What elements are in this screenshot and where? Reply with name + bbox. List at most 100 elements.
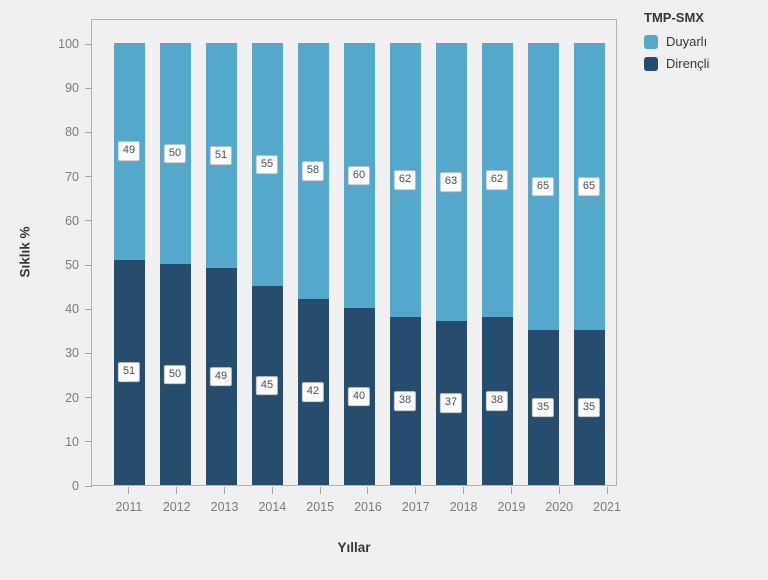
legend-item-duyarlı[interactable]: Duyarlı xyxy=(644,34,709,49)
segment-duyarlı-2011[interactable]: 49 xyxy=(113,43,145,260)
bar-2013[interactable]: 51 49 xyxy=(205,43,237,485)
x-tick-mark xyxy=(176,487,178,494)
segment-dirençli-2017[interactable]: 38 xyxy=(389,317,421,485)
segment-dirençli-2020[interactable]: 35 xyxy=(527,330,559,485)
bar-2021[interactable]: 65 35 xyxy=(573,43,605,485)
segment-duyarlı-2013[interactable]: 51 xyxy=(205,43,237,269)
y-tick-label: 80 xyxy=(65,125,79,140)
legend-swatch-icon xyxy=(644,56,658,71)
segment-dirençli-2016[interactable]: 40 xyxy=(343,308,375,485)
legend-item-label: Dirençli xyxy=(666,56,710,71)
legend: TMP-SMX Duyarlı Dirençli xyxy=(644,10,709,78)
y-tick-label: 50 xyxy=(65,258,79,272)
legend-item-dirençli[interactable]: Dirençli xyxy=(644,56,709,71)
segment-dirençli-2013[interactable]: 49 xyxy=(205,268,237,485)
bar-value-label: 65 xyxy=(531,176,555,197)
x-tick-mark xyxy=(271,487,273,494)
x-tick-2021: 2021 xyxy=(583,487,631,514)
y-tick-100: 100 xyxy=(38,36,92,52)
x-tick-2020: 2020 xyxy=(535,487,583,514)
bar-value-label: 38 xyxy=(393,391,417,411)
x-tick-mark xyxy=(319,487,321,494)
x-axis: 2011 2012 2013 2014 2015 2016 2017 2018 2019 2020… xyxy=(91,487,635,514)
y-tick-70: 70 xyxy=(38,169,92,185)
x-tick-label: 2017 xyxy=(401,500,430,514)
segment-dirençli-2012[interactable]: 50 xyxy=(159,264,191,485)
bar-value-label: 55 xyxy=(255,154,279,175)
bar-slot-2011: 49 51 xyxy=(106,43,152,485)
y-tick-0: 0 xyxy=(38,478,92,494)
x-tick-2015: 2015 xyxy=(296,487,344,514)
segment-duyarlı-2019[interactable]: 62 xyxy=(481,43,513,318)
bar-value-label: 49 xyxy=(209,366,233,387)
bar-2018[interactable]: 63 37 xyxy=(435,43,467,485)
x-tick-label: 2020 xyxy=(545,500,574,514)
legend-items: Duyarlı Dirençli xyxy=(644,34,709,71)
bar-value-label: 50 xyxy=(163,143,187,164)
x-tick-mark xyxy=(510,487,512,494)
bar-value-label: 62 xyxy=(393,170,417,190)
y-tick-50: 50 xyxy=(38,257,92,273)
bar-slot-2017: 62 38 xyxy=(382,43,428,485)
x-tick-label: 2018 xyxy=(449,500,478,514)
x-tick-2011: 2011 xyxy=(105,487,153,514)
x-tick-mark xyxy=(224,487,226,494)
x-tick-label: 2021 xyxy=(593,500,621,514)
bar-value-label: 49 xyxy=(117,141,141,162)
bar-slot-2013: 51 49 xyxy=(198,43,244,485)
segment-duyarlı-2016[interactable]: 60 xyxy=(343,43,375,309)
bar-2015[interactable]: 58 42 xyxy=(297,43,329,485)
bar-value-label: 63 xyxy=(439,172,463,193)
bar-slot-2021: 65 35 xyxy=(566,43,612,485)
segment-duyarlı-2020[interactable]: 65 xyxy=(527,43,559,331)
segment-dirençli-2018[interactable]: 37 xyxy=(435,321,467,485)
segment-duyarlı-2014[interactable]: 55 xyxy=(251,43,283,287)
y-tick-mark xyxy=(85,220,92,222)
y-tick-20: 20 xyxy=(38,390,92,406)
y-tick-label: 100 xyxy=(58,37,79,51)
y-tick-mark xyxy=(85,397,92,399)
x-tick-2014: 2014 xyxy=(248,487,296,514)
bar-slot-2012: 50 50 xyxy=(152,43,198,485)
segment-duyarlı-2017[interactable]: 62 xyxy=(389,43,421,318)
segment-duyarlı-2021[interactable]: 65 xyxy=(573,43,605,331)
segment-dirençli-2021[interactable]: 35 xyxy=(573,330,605,485)
legend-title: TMP-SMX xyxy=(644,10,704,25)
x-axis-title: Yıllar xyxy=(337,540,371,555)
y-tick-30: 30 xyxy=(38,345,92,361)
bar-slot-2016: 60 40 xyxy=(336,43,382,485)
bar-value-label: 37 xyxy=(439,393,463,414)
bar-2020[interactable]: 65 35 xyxy=(527,43,559,485)
y-tick-label: 60 xyxy=(65,213,79,228)
bar-2019[interactable]: 62 38 xyxy=(481,43,513,485)
x-tick-mark xyxy=(558,487,560,494)
bar-slot-2020: 65 35 xyxy=(520,43,566,485)
x-tick-label: 2011 xyxy=(115,500,143,514)
segment-duyarlı-2015[interactable]: 58 xyxy=(297,43,329,300)
segment-duyarlı-2012[interactable]: 50 xyxy=(159,43,191,264)
x-tick-2016: 2016 xyxy=(344,487,392,514)
y-tick-mark xyxy=(85,43,92,45)
x-tick-mark xyxy=(367,487,369,494)
segment-dirençli-2019[interactable]: 38 xyxy=(481,317,513,485)
bar-value-label: 62 xyxy=(485,170,509,190)
bar-2011[interactable]: 49 51 xyxy=(113,43,145,485)
x-tick-label: 2012 xyxy=(162,500,191,514)
segment-dirençli-2015[interactable]: 42 xyxy=(297,299,329,485)
bar-2014[interactable]: 55 45 xyxy=(251,43,283,485)
bar-value-label: 35 xyxy=(577,397,601,418)
bar-2016[interactable]: 60 40 xyxy=(343,43,375,485)
segment-dirençli-2011[interactable]: 51 xyxy=(113,259,145,485)
y-tick-label: 20 xyxy=(65,390,79,405)
segment-duyarlı-2018[interactable]: 63 xyxy=(435,43,467,322)
x-tick-2013: 2013 xyxy=(201,487,249,514)
bar-2012[interactable]: 50 50 xyxy=(159,43,191,485)
bar-value-label: 50 xyxy=(163,364,187,385)
bar-2017[interactable]: 62 38 xyxy=(389,43,421,485)
y-tick-label: 10 xyxy=(65,434,79,449)
y-tick-mark xyxy=(85,176,92,178)
y-tick-60: 60 xyxy=(38,213,92,229)
segment-dirençli-2014[interactable]: 45 xyxy=(251,286,283,485)
y-tick-90: 90 xyxy=(38,80,92,96)
